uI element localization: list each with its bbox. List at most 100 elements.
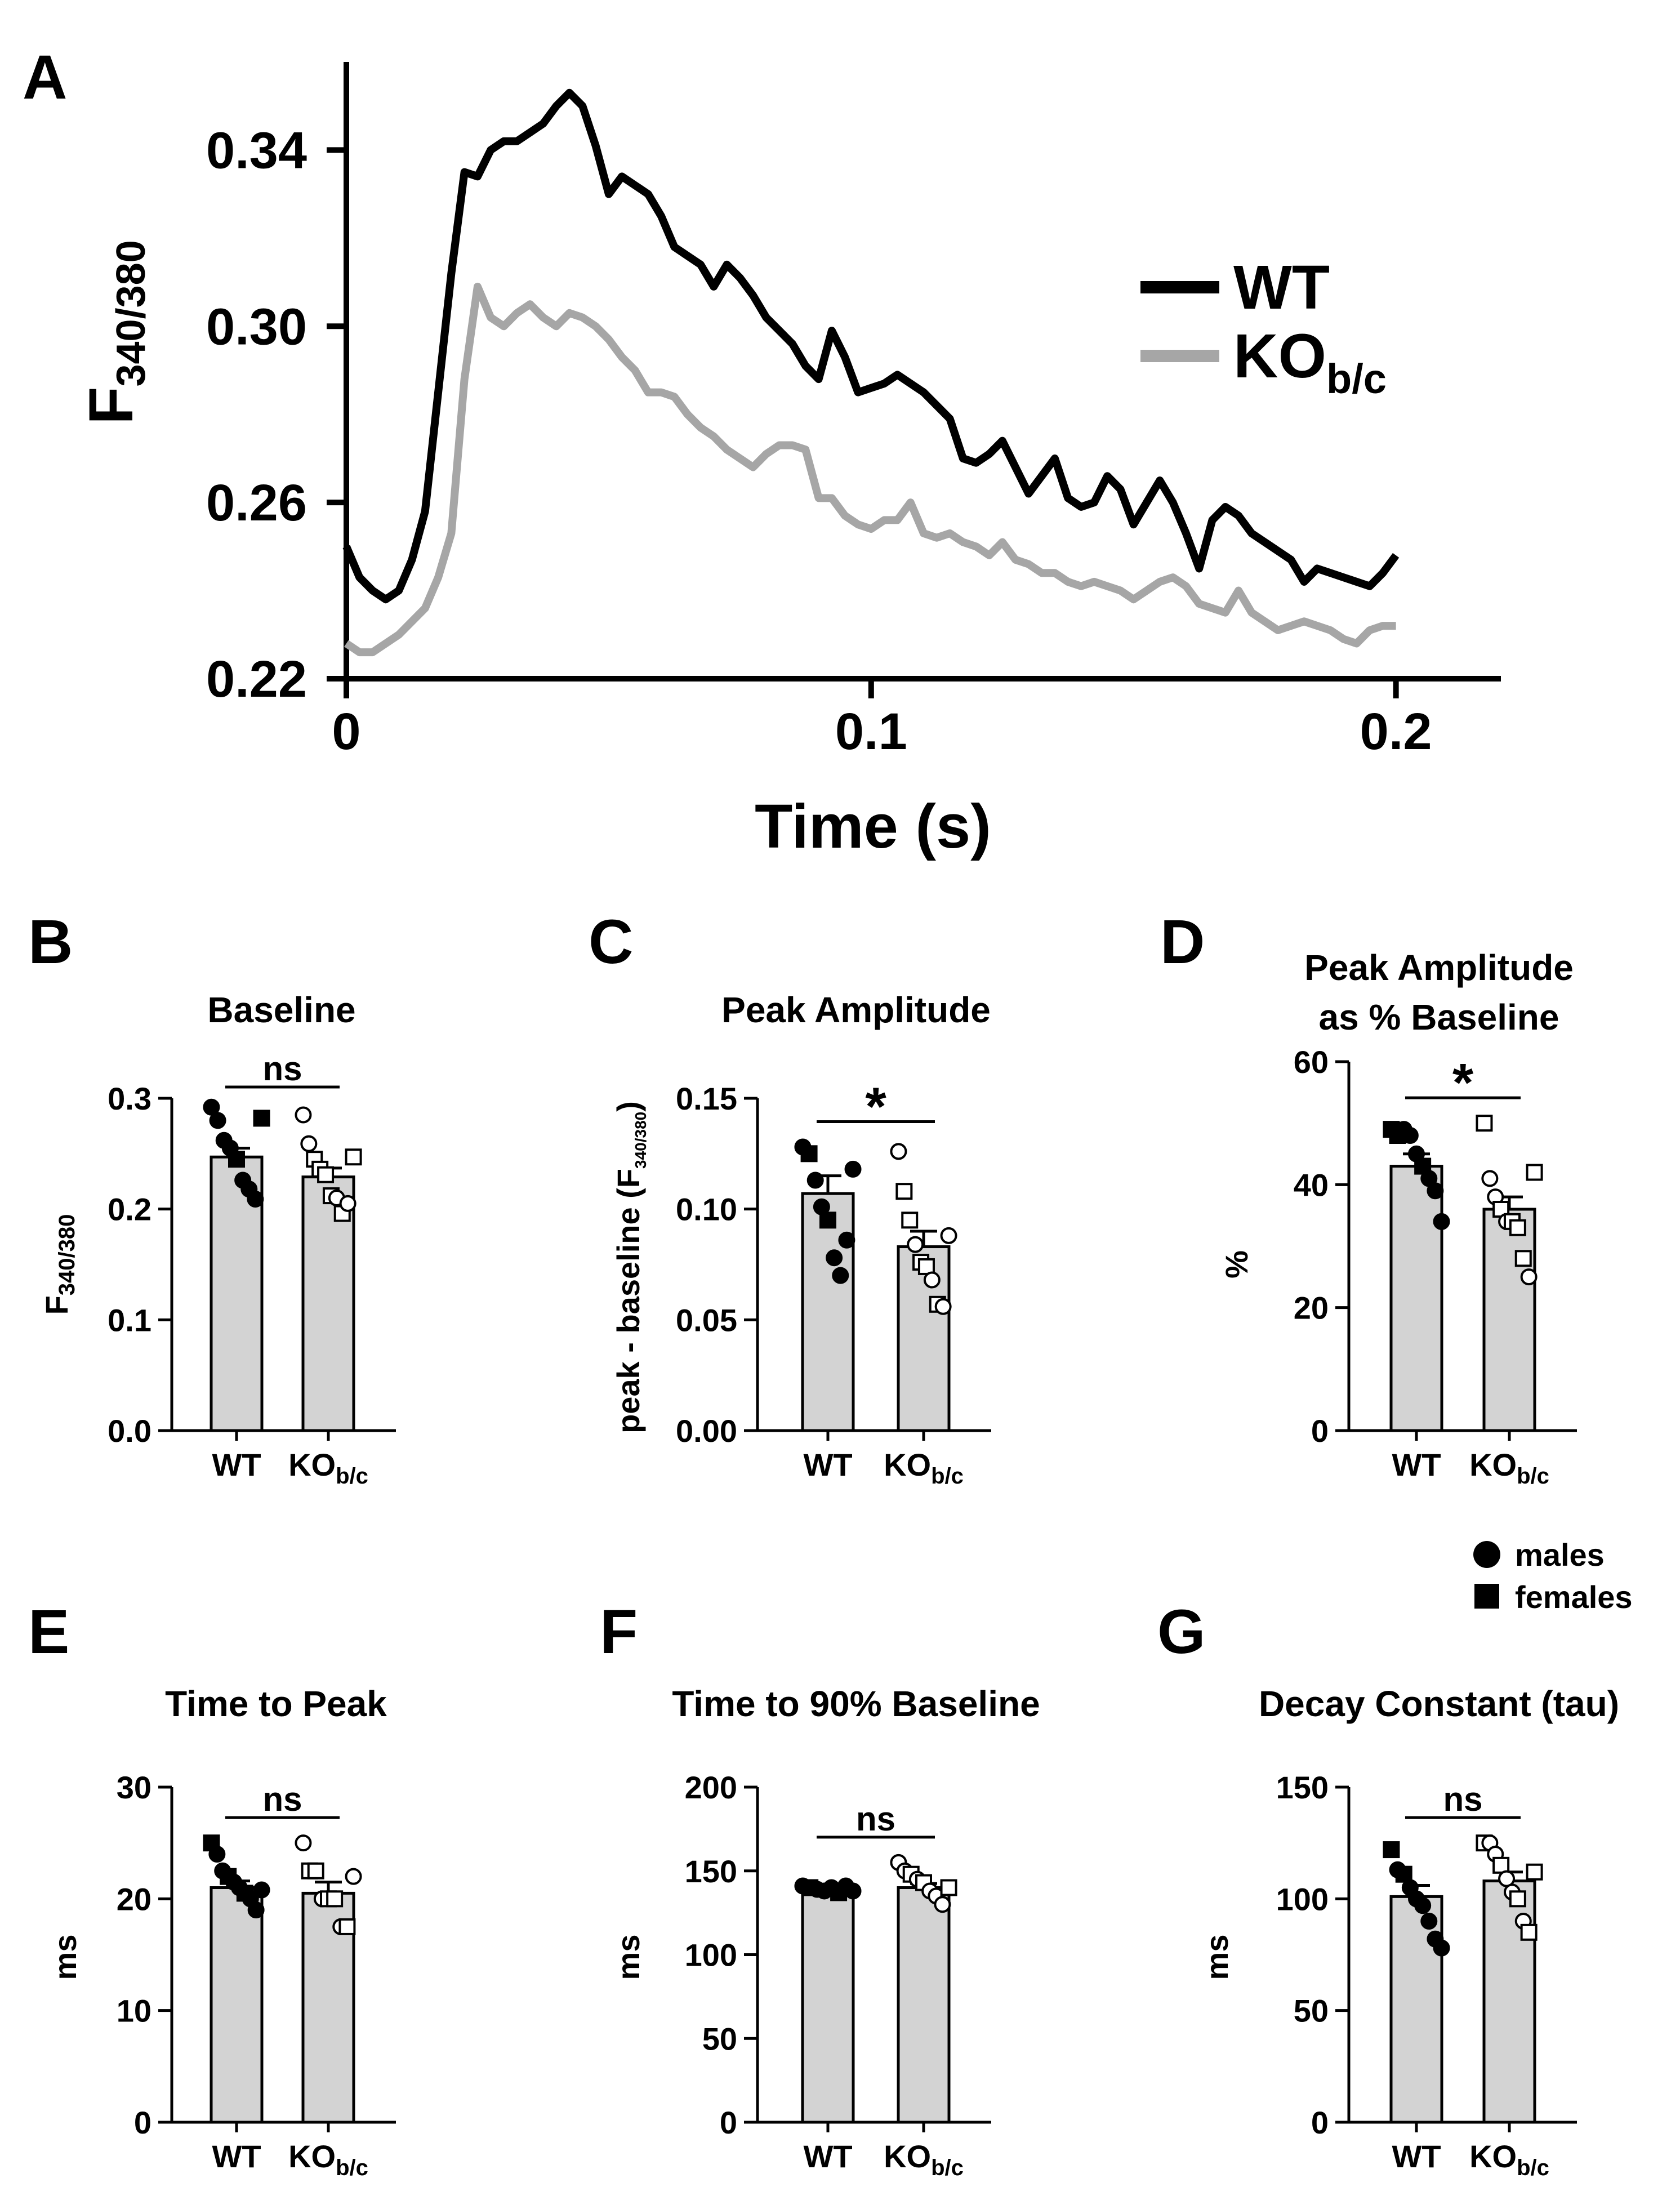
- panel-f-x-tick-label: KOb/c: [884, 2139, 964, 2180]
- category-sub: b/c: [931, 2155, 964, 2180]
- panel-c-point-female: [800, 1145, 818, 1162]
- legend-wt-label: WT: [1233, 253, 1330, 322]
- panel-d-title: Peak Amplitude: [1304, 947, 1574, 988]
- panel-c-point-male: [826, 1249, 843, 1267]
- panel-b-significance-label: ns: [262, 1050, 302, 1088]
- panel-b-x-tick-label: KOb/c: [288, 1447, 368, 1489]
- panel-d-bar-chart: Peak Amplitude as % Baseline% 0 20 40 60 WT KOb…: [1219, 947, 1577, 1489]
- y-label-main: F: [39, 1295, 74, 1315]
- panel-b-point-female: [345, 1148, 362, 1166]
- panel-g-y-tick-label: 100: [1276, 1881, 1329, 1917]
- ko-series-line: [344, 282, 1396, 657]
- panel-g-bar-chart: Decay Constant (tau) ms 0 50 100 150 WT KOb/c ns: [1199, 1683, 1619, 2180]
- panel-f-x-tick-label: WT: [803, 2139, 852, 2174]
- panel-e-bar-chart: Time to Peak ms 0 10 20 30 WT KOb/c ns: [47, 1683, 396, 2180]
- category-main: KO: [288, 1447, 336, 1482]
- category-sub: b/c: [336, 1464, 368, 1489]
- panel-e-title: Time to Peak: [165, 1683, 387, 1724]
- category-sub: b/c: [1517, 2155, 1549, 2180]
- category-main: WT: [212, 2139, 261, 2174]
- panel-d-y-tick-label: 20: [1294, 1290, 1329, 1326]
- y-label-sub: 340/380: [632, 1112, 649, 1169]
- panel-d-point-male: [1481, 1170, 1499, 1187]
- category-main: WT: [1392, 1447, 1441, 1482]
- panel-d-point-female: [1476, 1115, 1493, 1132]
- panel-g-point-female: [1492, 1856, 1510, 1874]
- y-label-sub: 340/380: [55, 1214, 79, 1296]
- panel-g-point-male: [1414, 1897, 1432, 1914]
- panel-c-x-tick-label: KOb/c: [884, 1447, 964, 1489]
- panel-e-x-tick-label: KOb/c: [288, 2139, 368, 2180]
- panel-c-significance-label: *: [865, 1077, 886, 1137]
- panel-e-point-female: [338, 1918, 356, 1935]
- panel-f-point-male: [844, 1882, 862, 1900]
- panel-letter-d: D: [1160, 907, 1205, 977]
- category-main: WT: [212, 1447, 261, 1482]
- panel-b-y-tick-label: 0.3: [108, 1081, 151, 1116]
- category-main: KO: [884, 2139, 931, 2174]
- panel-f-significance-label: ns: [856, 1800, 895, 1838]
- category-sub: b/c: [931, 1464, 964, 1489]
- panel-d-bar-wt: [1389, 1165, 1443, 1432]
- panel-d-x-tick-label: KOb/c: [1469, 1447, 1549, 1489]
- panel-f-bar-wt: [801, 1887, 855, 2124]
- panel-e-y-axis-label: ms: [47, 1935, 83, 1980]
- panel-c-y-tick-label: 0.00: [676, 1413, 737, 1449]
- panel-a-x-tick-label: 0.2: [1360, 703, 1432, 760]
- panel-e-point-male: [253, 1881, 270, 1899]
- panel-d-point-female: [1509, 1219, 1526, 1236]
- category-main: KO: [1469, 1447, 1517, 1482]
- panel-e-y-tick-label: 0: [134, 2105, 151, 2140]
- panel-c-bar-wt: [801, 1192, 855, 1432]
- panel-g-y-tick-label: 0: [1311, 2105, 1329, 2140]
- panel-d-point-male: [1401, 1127, 1419, 1144]
- y-label-main: ms: [1199, 1935, 1235, 1980]
- panel-c-x-tick-label: WT: [803, 1447, 852, 1482]
- y-label-main: peak - baseline (F: [610, 1169, 646, 1433]
- panel-b-point-male: [295, 1106, 312, 1124]
- panel-d-point-male: [1520, 1268, 1538, 1286]
- panel-d-bar-ko: [1482, 1208, 1536, 1432]
- panel-d-point-female: [1514, 1250, 1532, 1267]
- panel-a-x-tick-label: 0: [332, 703, 360, 760]
- panel-b-x-tick-label: WT: [212, 1447, 261, 1482]
- panel-c-point-female: [895, 1183, 913, 1200]
- panel-f-y-tick-label: 200: [685, 1770, 737, 1805]
- panel-f-point-female: [940, 1879, 957, 1896]
- panel-a-x-tick-label: 0.1: [835, 703, 907, 760]
- panel-c-y-tick-label: 0.10: [676, 1192, 737, 1227]
- category-main: WT: [803, 2139, 852, 2174]
- panel-c-point-female: [819, 1211, 836, 1229]
- panel-letter-f: F: [600, 1597, 638, 1667]
- panel-a-y-tick-label: 0.22: [206, 651, 307, 708]
- panel-f-bar-ko: [897, 1886, 951, 2124]
- panel-g-point-female: [1395, 1865, 1412, 1883]
- legend-ko-label: KOb/c: [1233, 322, 1387, 402]
- panel-b-y-tick-label: 0.2: [108, 1192, 151, 1227]
- panel-e-point-female: [326, 1890, 344, 1908]
- panel-c-point-male: [844, 1160, 862, 1178]
- panel-g-y-axis-label: ms: [1199, 1935, 1235, 1980]
- panel-g-bar-wt: [1389, 1895, 1443, 2124]
- panel-g-point-male: [1433, 1939, 1450, 1957]
- females-label: females: [1515, 1579, 1633, 1615]
- panel-letter-g: G: [1157, 1597, 1206, 1667]
- panel-b-point-male: [339, 1195, 357, 1212]
- wt-series-line: [342, 88, 1400, 604]
- panel-d-point-male: [1433, 1213, 1450, 1230]
- panel-letter-b: B: [28, 907, 73, 977]
- females-marker-icon: [1474, 1584, 1499, 1609]
- category-main: KO: [1469, 2139, 1517, 2174]
- panel-e-point-male: [208, 1846, 226, 1863]
- panel-letter-a: A: [23, 43, 67, 112]
- panel-a-y-tick-label: 0.34: [206, 122, 307, 179]
- panel-c-bar-chart: Peak Amplitude peak - baseline (F340/380)…: [610, 990, 991, 1489]
- panel-c-point-male: [806, 1172, 824, 1189]
- panel-a-legend: WT KOb/c: [1140, 253, 1387, 402]
- category-main: KO: [288, 2139, 336, 2174]
- panel-a-y-axis-label: F340/380: [77, 240, 154, 424]
- panel-d-x-tick-label: WT: [1392, 1447, 1441, 1482]
- panel-f-y-tick-label: 100: [685, 1937, 737, 1973]
- panel-e-point-male: [295, 1834, 312, 1852]
